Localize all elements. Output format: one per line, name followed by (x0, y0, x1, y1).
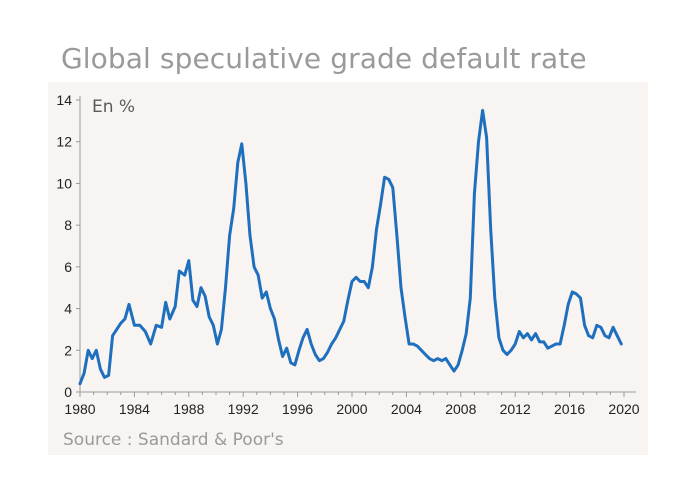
y-tick-label: 0 (64, 384, 72, 400)
x-tick-label: 2020 (608, 401, 639, 417)
x-tick-label: 1988 (173, 401, 204, 417)
x-tick-label: 2012 (500, 401, 531, 417)
x-tick-label: 2008 (445, 401, 476, 417)
chart-title: Global speculative grade default rate (61, 42, 587, 75)
y-tick-label: 4 (64, 301, 72, 317)
y-tick-label: 8 (64, 217, 72, 233)
y-tick-label: 2 (64, 342, 72, 358)
unit-label: En % (92, 97, 135, 117)
x-tick-label: 2004 (391, 401, 422, 417)
y-tick-label: 6 (64, 259, 72, 275)
y-tick-label: 14 (56, 92, 72, 108)
y-tick-label: 12 (56, 134, 72, 150)
x-tick-label: 1996 (282, 401, 313, 417)
x-tick-label: 1980 (64, 401, 95, 417)
x-tick-label: 1992 (228, 401, 259, 417)
x-tick-label: 2000 (336, 401, 367, 417)
y-tick-label: 10 (56, 175, 72, 191)
source-note: Source : Sandard & Poor's (63, 430, 284, 450)
x-tick-label: 2016 (554, 401, 585, 417)
series-line (78, 108, 623, 386)
x-tick-label: 1984 (119, 401, 150, 417)
